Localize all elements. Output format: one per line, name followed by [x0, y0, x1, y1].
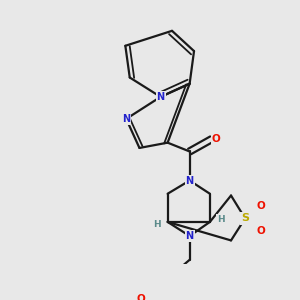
Text: O: O [212, 134, 220, 144]
Text: O: O [256, 226, 265, 236]
Text: O: O [137, 294, 146, 300]
Text: N: N [157, 92, 165, 102]
Text: S: S [241, 213, 249, 224]
Text: N: N [186, 231, 194, 241]
Text: H: H [153, 220, 161, 229]
Text: N: N [122, 114, 130, 124]
Text: O: O [256, 201, 265, 211]
Text: H: H [217, 215, 224, 224]
Text: N: N [186, 176, 194, 185]
